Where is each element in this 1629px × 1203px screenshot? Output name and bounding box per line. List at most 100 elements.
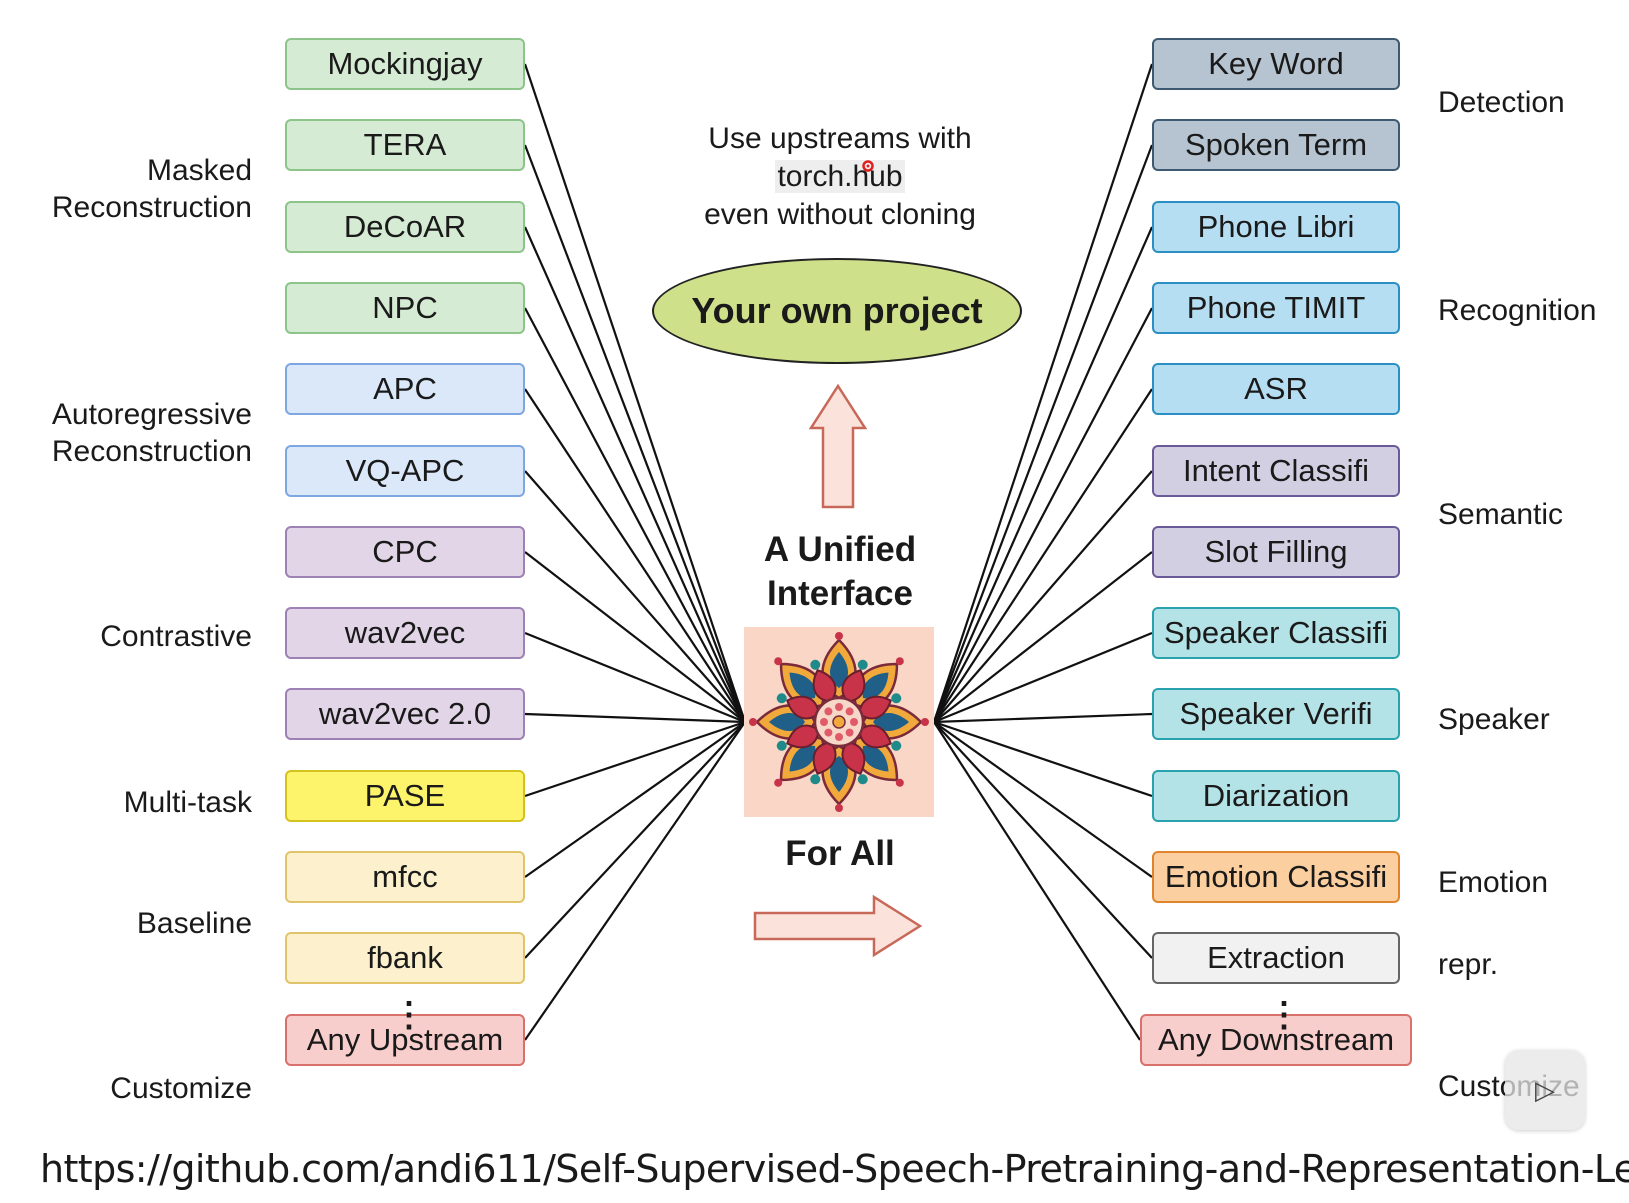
downstream-connector-line (932, 144, 1154, 723)
downstream-connector-line (932, 63, 1154, 723)
downstream-asr: ASR (1152, 363, 1400, 415)
mandala-dot-teal (891, 693, 902, 704)
upstream-connector-line (523, 63, 747, 723)
mandala-dot (749, 718, 757, 726)
mandala-center-dot (835, 733, 843, 741)
upstream-connector-line (524, 721, 746, 1041)
downstream-phone-timit: Phone TIMIT (1152, 282, 1400, 334)
upstream-fbank: fbank (285, 932, 525, 984)
upstream-mfcc: mfcc (285, 851, 525, 903)
category-contrastive: Contrastive (100, 620, 252, 653)
upstream-decoar: DeCoAR (285, 201, 525, 253)
mandala-dot (921, 718, 929, 726)
for-all-label: For All (785, 834, 895, 873)
mandala-dot-teal (810, 659, 821, 670)
downstream-intent-classifi: Intent Classifi (1152, 445, 1400, 497)
category-speaker: Speaker (1438, 703, 1550, 736)
downstream-connector-line (933, 551, 1153, 723)
category-emotion: Emotion (1438, 866, 1549, 899)
mandala-center-dot (850, 718, 858, 726)
downstream-connector-line (933, 470, 1153, 723)
up-arrow-icon (808, 384, 868, 509)
mandala-core (832, 715, 846, 729)
downstream-extraction: Extraction (1152, 932, 1400, 984)
category-baseline: Baseline (136, 907, 252, 940)
category-semantic: Semantic (1438, 498, 1564, 531)
downstream-phone-libri: Phone Libri (1152, 201, 1400, 253)
video-play-button[interactable]: ▷ (1505, 1050, 1585, 1130)
github-url: https://github.com/andi611/Self-Supervis… (40, 1147, 1629, 1191)
unified-interface-title: A Unified Interface (700, 528, 980, 616)
mandala-icon (749, 632, 929, 812)
downstream-speaker-classifi: Speaker Classifi (1152, 607, 1400, 659)
upstream-apc: APC (285, 363, 525, 415)
upstream-connector-line (524, 712, 746, 724)
mandala-dot (835, 804, 843, 812)
hub-note-line-1: Use upstreams with (708, 122, 972, 155)
downstream-ellipsis: ⋮ (1267, 996, 1301, 1034)
mandala-center-dot (845, 707, 854, 716)
upstream-connector-line (524, 721, 746, 878)
unified-line-2: Interface (767, 574, 913, 613)
mandala-petal-inner (789, 672, 816, 699)
downstream-connector-line (933, 720, 1153, 798)
mandala-petal-inner (862, 745, 889, 772)
category-autoregressive-reconstruction: Autoregressive Reconstruction (51, 398, 252, 468)
mandala-dot (774, 778, 783, 787)
upstream-connector-line (524, 631, 746, 724)
mandala-dot-teal (857, 659, 868, 670)
mandala-dot (895, 778, 904, 787)
upstream-connector-line (523, 226, 747, 723)
category-repr: repr. (1438, 948, 1499, 981)
category-masked-reconstruction: Masked Reconstruction (51, 154, 252, 224)
mandala-petal-inner (862, 672, 889, 699)
downstream-connector-line (933, 721, 1141, 1041)
hub-note-torch-hub: torch.hub (775, 160, 905, 193)
mandala-dot (895, 657, 904, 666)
mandala-hub (744, 627, 934, 817)
upstream-connector-line (524, 388, 746, 723)
cursor-dot-icon (862, 160, 874, 172)
upstream-npc: NPC (285, 282, 525, 334)
downstream-connector-line (932, 226, 1154, 723)
downstream-any: Any Downstream (1140, 1014, 1412, 1066)
downstream-connector-line (933, 631, 1153, 724)
downstream-connector-line (933, 388, 1153, 723)
upstream-connector-line (524, 470, 746, 723)
hub-note-line-3: even without cloning (704, 198, 976, 231)
downstream-diarization: Diarization (1152, 770, 1400, 822)
mandala-dot-teal (810, 774, 821, 785)
mandala-dot (774, 657, 783, 666)
downstream-slot-filling: Slot Filling (1152, 526, 1400, 578)
your-own-project-ellipse: Your own project (652, 258, 1022, 364)
downstream-connector-line (933, 721, 1153, 959)
upstream-cpc: CPC (285, 526, 525, 578)
upstream-ellipsis: ⋮ (392, 996, 426, 1034)
upstream-wav2vec: wav2vec (285, 607, 525, 659)
play-icon: ▷ (1535, 1074, 1555, 1105)
upstream-connector-line (524, 721, 746, 959)
downstream-speaker-verifi: Speaker Verifi (1152, 688, 1400, 740)
upstream-any: Any Upstream (285, 1014, 525, 1066)
downstream-emotion-classifi: Emotion Classifi (1152, 851, 1400, 903)
upstream-wav2vec-2: wav2vec 2.0 (285, 688, 525, 740)
category-customize-upstream: Customize (110, 1072, 252, 1105)
mandala-center-dot (824, 707, 833, 716)
mandala-petal-inner (789, 745, 816, 772)
mandala-dot-teal (776, 740, 787, 751)
mandala-petal-inner (873, 713, 909, 731)
upstream-tera: TERA (285, 119, 525, 171)
mandala-petal-inner (830, 756, 848, 792)
upstream-pase: PASE (285, 770, 525, 822)
category-recognition: Recognition (1438, 294, 1597, 327)
upstream-connector-line (523, 144, 747, 723)
category-multi-task: Multi-task (123, 786, 252, 819)
downstream-connector-line (933, 712, 1153, 724)
category-detection: Detection (1438, 86, 1565, 119)
mandala-center-dot (820, 718, 828, 726)
torch-hub-note: Use upstreams with torch.hub even withou… (680, 120, 1000, 234)
upstream-connector-line (524, 720, 746, 798)
mandala-center-dot (824, 728, 833, 737)
mandala-petal-inner (830, 652, 848, 688)
